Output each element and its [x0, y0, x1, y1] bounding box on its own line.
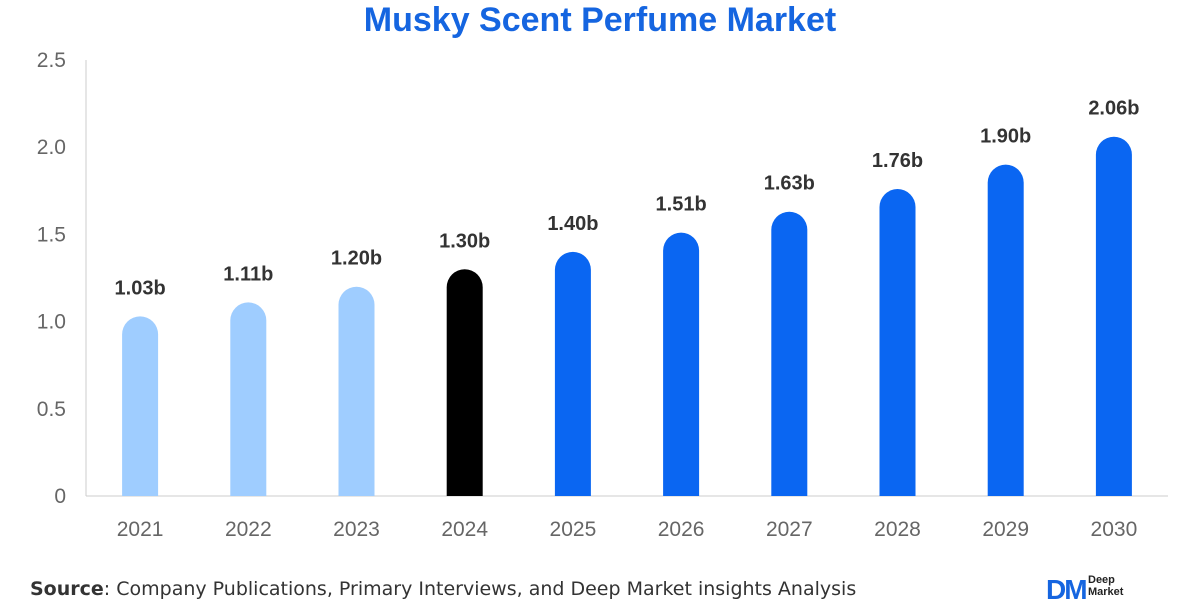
bar-2028 — [879, 189, 916, 496]
x-tick-label-2027: 2027 — [766, 518, 813, 541]
data-label-2022: 1.11b — [223, 263, 273, 285]
data-label-2029: 1.90b — [980, 126, 1031, 148]
bar-2021 — [122, 316, 159, 496]
x-tick-label-2022: 2022 — [225, 518, 272, 541]
x-tick-label-2030: 2030 — [1091, 518, 1138, 541]
bars — [122, 136, 1132, 496]
data-label-2023: 1.20b — [331, 248, 382, 270]
deep-market-logo: DM Deep Market — [1046, 574, 1156, 604]
x-tick-label-2021: 2021 — [117, 518, 164, 541]
x-tick-label-2028: 2028 — [874, 518, 921, 541]
source-text: : Company Publications, Primary Intervie… — [103, 578, 857, 600]
data-label-2027: 1.63b — [764, 173, 815, 195]
y-tick-label: 0.5 — [37, 398, 66, 421]
bar-2025 — [554, 251, 591, 496]
data-label-2025: 1.40b — [547, 213, 598, 235]
bar-2022 — [230, 302, 267, 496]
bar-2030 — [1095, 136, 1132, 496]
bar-2026 — [663, 232, 700, 496]
axes: 0 0.5 1.0 1.5 2.0 2.5 — [37, 49, 1168, 508]
data-label-2028: 1.76b — [872, 150, 923, 172]
labels: 1.03b 2021 1.11b 2022 1.20b 2023 1.30b 2024 1.40… — [115, 98, 1140, 541]
x-tick-label-2029: 2029 — [982, 518, 1029, 541]
x-tick-label-2024: 2024 — [441, 518, 488, 541]
data-label-2026: 1.51b — [656, 194, 707, 216]
chart-title: Musky Scent Perfume Market — [363, 1, 837, 39]
data-label-2030: 2.06b — [1088, 98, 1139, 120]
y-tick-label: 1.0 — [37, 311, 66, 334]
logo-mark: DM — [1046, 574, 1088, 605]
bar-2024 — [446, 269, 483, 496]
source-label: Source — [30, 578, 104, 600]
y-tick-label: 1.5 — [37, 223, 66, 246]
logo-text: Deep Market — [1088, 574, 1124, 598]
bar-2029 — [987, 164, 1024, 496]
y-tick-label: 2.5 — [37, 49, 66, 72]
y-tick-label: 0 — [54, 485, 66, 508]
y-tick-label: 2.0 — [37, 136, 66, 159]
x-tick-label-2025: 2025 — [550, 518, 597, 541]
bar-2027 — [771, 211, 808, 496]
data-label-2024: 1.30b — [439, 230, 490, 252]
bar-chart: 0 0.5 1.0 1.5 2.0 2.5 1.03b 2021 1.11b 2022 1.20b… — [37, 49, 1168, 541]
bar-2023 — [338, 286, 375, 496]
x-tick-label-2023: 2023 — [333, 518, 380, 541]
data-label-2021: 1.03b — [115, 277, 166, 299]
source-note: Source: Company Publications, Primary In… — [30, 578, 856, 600]
x-tick-label-2026: 2026 — [658, 518, 705, 541]
